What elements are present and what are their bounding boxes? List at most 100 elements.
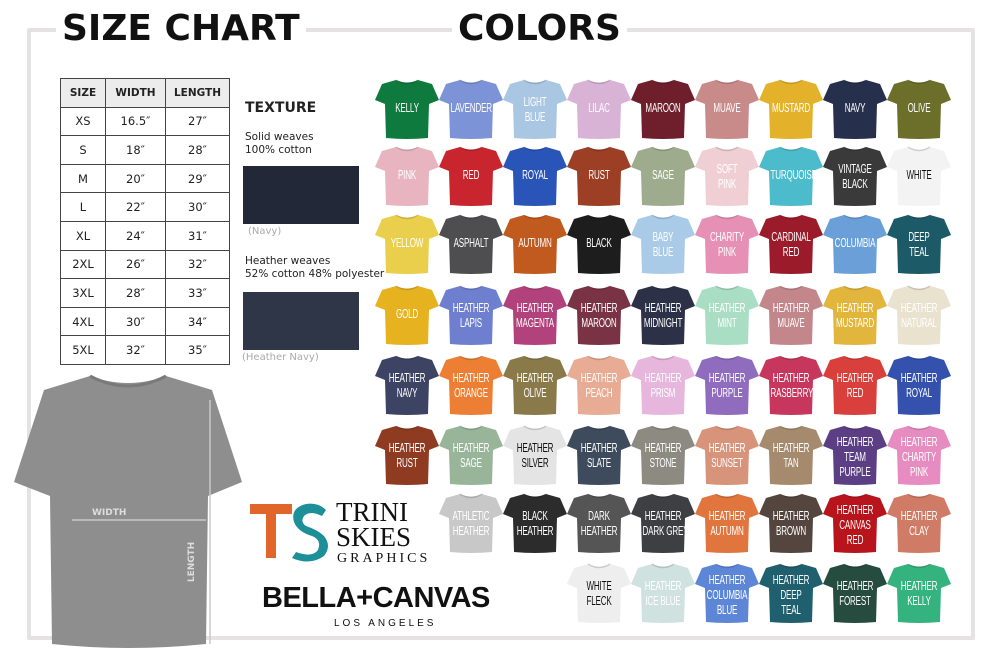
heather-line2: 52% cotton 48% polyester bbox=[245, 268, 385, 280]
color-swatch-shirt: NAVY bbox=[822, 78, 888, 140]
tshirt-icon bbox=[631, 285, 695, 345]
color-name: HEATHER CHARITY PINK bbox=[900, 434, 938, 479]
color-name: HEATHER MUAVE bbox=[772, 300, 810, 330]
width-cell: 18″ bbox=[105, 135, 166, 165]
size-table: SIZE WIDTH LENGTH XS 16.5″ 27″ S 18″ 28″ M 20″ 2… bbox=[60, 78, 230, 365]
width-cell: 20″ bbox=[105, 163, 166, 194]
color-name: AUTUMN bbox=[518, 235, 552, 250]
color-name: HEATHER KELLY bbox=[900, 578, 938, 608]
tshirt-icon bbox=[823, 355, 887, 415]
tshirt-icon bbox=[503, 493, 567, 553]
width-cell: 16.5″ bbox=[105, 106, 166, 137]
size-chart-title: SIZE CHART bbox=[56, 8, 306, 49]
tshirt-icon bbox=[439, 146, 503, 206]
tshirt-icon bbox=[375, 285, 439, 345]
color-name: YELLOW bbox=[390, 235, 424, 250]
tshirt-icon bbox=[375, 146, 439, 206]
color-name: DEEP TEAL bbox=[908, 229, 930, 259]
size-cell: 5XL bbox=[60, 335, 106, 365]
tshirt-icon bbox=[439, 493, 503, 553]
tshirt-icon bbox=[823, 285, 887, 345]
logo-line3: GRAPHICS bbox=[337, 551, 431, 566]
tshirt-icon bbox=[887, 493, 951, 553]
tshirt-icon bbox=[887, 146, 951, 206]
color-name: BLACK HEATHER bbox=[516, 508, 554, 538]
color-name: OLIVE bbox=[907, 100, 931, 115]
color-name: HEATHER MINT bbox=[708, 300, 746, 330]
color-name: HEATHER BROWN bbox=[772, 508, 810, 538]
tshirt-icon bbox=[439, 425, 503, 485]
width-cell: 32″ bbox=[105, 335, 166, 365]
tshirt-icon bbox=[759, 214, 823, 274]
size-cell: S bbox=[60, 135, 106, 165]
length-cell: 32″ bbox=[165, 249, 230, 280]
size-cell: L bbox=[60, 192, 106, 222]
size-cell: XS bbox=[60, 106, 106, 137]
color-swatch-shirt: WHITE bbox=[886, 145, 952, 207]
length-cell: 34″ bbox=[165, 306, 230, 337]
size-cell: 2XL bbox=[60, 249, 106, 280]
tshirt-icon bbox=[759, 79, 823, 139]
tshirt-icon bbox=[695, 563, 759, 623]
table-row: XS 16.5″ 27″ bbox=[60, 106, 230, 137]
header-length: LENGTH bbox=[165, 78, 230, 108]
color-swatch-shirt: CARDINAL RED bbox=[758, 213, 824, 275]
color-name: HEATHER COLUMBIA BLUE bbox=[706, 572, 748, 617]
color-name: HEATHER CLAY bbox=[900, 508, 938, 538]
color-swatch-shirt: GOLD bbox=[374, 284, 440, 346]
tshirt-icon bbox=[631, 563, 695, 623]
color-swatch-shirt: HEATHER BROWN bbox=[758, 492, 824, 554]
color-name: HEATHER SUNSET bbox=[708, 440, 746, 470]
color-name: LAVENDER bbox=[450, 100, 493, 115]
tshirt-icon bbox=[759, 285, 823, 345]
color-swatch-shirt: YELLOW bbox=[374, 213, 440, 275]
color-name: HEATHER DARK GREY bbox=[642, 508, 689, 538]
color-swatch-shirt: COLUMBIA bbox=[822, 213, 888, 275]
ts-monogram-icon bbox=[250, 503, 328, 562]
color-name: HEATHER MIDNIGHT bbox=[643, 300, 683, 330]
tshirt-icon bbox=[823, 146, 887, 206]
color-swatch-shirt: MUAVE bbox=[694, 78, 760, 140]
color-swatch-shirt: LILAC bbox=[566, 78, 632, 140]
tshirt-icon bbox=[695, 214, 759, 274]
color-name: HEATHER RUST bbox=[388, 440, 426, 470]
color-swatch-shirt: HEATHER RASBERRY bbox=[758, 354, 824, 416]
size-diagram-shirt: WIDTH LENGTH bbox=[12, 372, 244, 652]
color-name: HEATHER ORANGE bbox=[452, 370, 490, 400]
solid-line1: Solid weaves bbox=[245, 131, 314, 143]
color-swatch-shirt: HEATHER OLIVE bbox=[502, 354, 568, 416]
color-swatch-shirt: RED bbox=[438, 145, 504, 207]
tshirt-icon bbox=[375, 425, 439, 485]
color-swatch-shirt: AUTUMN bbox=[502, 213, 568, 275]
color-swatch-shirt: HEATHER SUNSET bbox=[694, 424, 760, 486]
color-swatch-shirt: HEATHER SLATE bbox=[566, 424, 632, 486]
tshirt-icon bbox=[375, 214, 439, 274]
color-swatch-shirt: HEATHER PURPLE bbox=[694, 354, 760, 416]
color-swatch-shirt: HEATHER MAGENTA bbox=[502, 284, 568, 346]
color-name: HEATHER SAGE bbox=[452, 440, 490, 470]
color-swatch-shirt: SAGE bbox=[630, 145, 696, 207]
color-name: HEATHER ROYAL bbox=[900, 370, 938, 400]
tshirt-icon bbox=[439, 214, 503, 274]
table-row: XL 24″ 31″ bbox=[60, 220, 230, 251]
color-name: HEATHER MAROON bbox=[580, 300, 618, 330]
color-swatch-shirt: HEATHER DARK GREY bbox=[630, 492, 696, 554]
tshirt-icon bbox=[823, 563, 887, 623]
tshirt-icon bbox=[631, 425, 695, 485]
color-swatch-shirt: HEATHER ROYAL bbox=[886, 354, 952, 416]
color-swatch-shirt: WHITE FLECK bbox=[566, 562, 632, 624]
length-cell: 33″ bbox=[165, 278, 230, 308]
logo-line1: TRINI bbox=[336, 497, 408, 527]
color-name: HEATHER RASBERRY bbox=[770, 370, 814, 400]
length-cell: 30″ bbox=[165, 192, 230, 222]
width-cell: 22″ bbox=[105, 192, 166, 222]
color-name: ROYAL bbox=[522, 167, 548, 182]
color-name: DARK HEATHER bbox=[580, 508, 618, 538]
color-swatch-shirt: HEATHER CANVAS RED bbox=[822, 492, 888, 554]
color-swatch-shirt: LIGHT BLUE bbox=[502, 78, 568, 140]
tshirt-icon bbox=[887, 285, 951, 345]
tshirt-icon bbox=[503, 285, 567, 345]
color-name: COLUMBIA bbox=[834, 235, 876, 250]
tshirt-icon bbox=[503, 146, 567, 206]
color-swatch-shirt: HEATHER MUSTARD bbox=[822, 284, 888, 346]
